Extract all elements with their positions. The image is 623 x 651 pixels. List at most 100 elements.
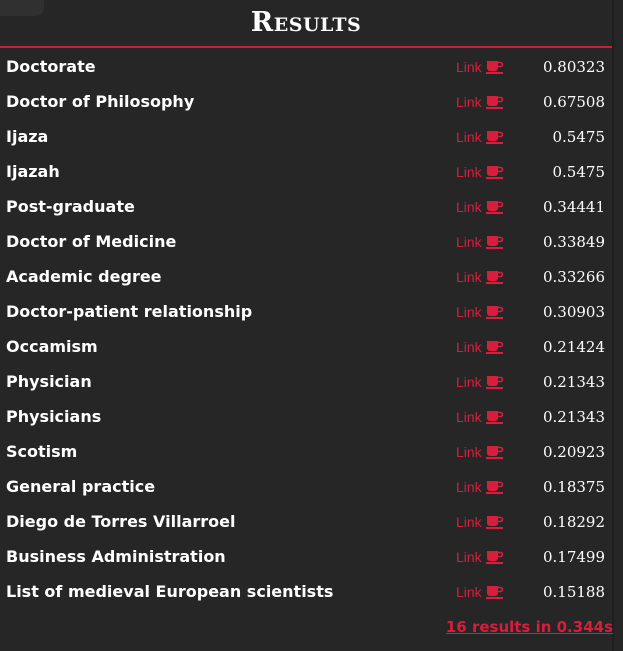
result-name: Occamism — [6, 337, 98, 356]
result-link-label: Link — [456, 374, 482, 390]
result-row: Academic degree Link 0.33266 — [0, 260, 612, 295]
result-score: 0.5475 — [552, 163, 606, 181]
result-score: 0.21343 — [542, 373, 605, 391]
result-name: Physicians — [6, 407, 102, 426]
result-link-label: Link — [456, 164, 482, 180]
top-tab — [0, 0, 44, 16]
result-name: Diego de Torres Villarroel — [6, 512, 236, 531]
result-row: Physicians Link 0.21343 — [0, 400, 612, 435]
result-row: Post-graduate Link 0.34441 — [0, 190, 612, 225]
result-row: General practice Link 0.18375 — [0, 470, 612, 505]
result-link[interactable]: Link — [456, 409, 504, 425]
panel-divider — [612, 0, 614, 651]
result-link[interactable]: Link — [456, 164, 504, 180]
result-score: 0.34441 — [542, 198, 605, 216]
result-score: 0.30903 — [542, 303, 605, 321]
result-score: 0.33266 — [542, 268, 605, 286]
result-link-label: Link — [456, 59, 482, 75]
result-link[interactable]: Link — [456, 129, 504, 145]
result-link-label: Link — [456, 409, 482, 425]
result-name: List of medieval European scientists — [6, 582, 334, 601]
result-score: 0.5475 — [552, 128, 606, 146]
result-link-label: Link — [456, 514, 482, 530]
result-score: 0.17499 — [542, 548, 605, 566]
results-summary[interactable]: 16 results in 0.344s — [445, 618, 613, 636]
result-row: Diego de Torres Villarroel Link 0.18292 — [0, 505, 612, 540]
result-link[interactable]: Link — [456, 269, 504, 285]
coffee-cup-icon — [485, 271, 503, 284]
result-link-label: Link — [456, 304, 482, 320]
result-name: Scotism — [6, 442, 78, 461]
result-name: Doctorate — [6, 57, 96, 76]
result-link[interactable]: Link — [456, 584, 504, 600]
coffee-cup-icon — [485, 236, 503, 249]
result-name: Doctor of Philosophy — [6, 92, 195, 111]
result-name: Academic degree — [6, 267, 162, 286]
result-score: 0.21424 — [542, 338, 605, 356]
result-link[interactable]: Link — [456, 549, 504, 565]
coffee-cup-icon — [485, 306, 503, 319]
result-link-label: Link — [456, 479, 482, 495]
result-row: Doctor of Medicine Link 0.33849 — [0, 225, 612, 260]
coffee-cup-icon — [485, 551, 503, 564]
result-link[interactable]: Link — [456, 444, 504, 460]
result-score: 0.18375 — [542, 478, 605, 496]
result-link-label: Link — [456, 339, 482, 355]
coffee-cup-icon — [485, 96, 503, 109]
result-link-label: Link — [456, 444, 482, 460]
coffee-cup-icon — [485, 131, 503, 144]
result-link-label: Link — [456, 94, 482, 110]
result-row: Business Administration Link 0.17499 — [0, 540, 612, 575]
result-row: Ijazah Link 0.5475 — [0, 155, 612, 190]
result-row: Doctor-patient relationship Link 0.30903 — [0, 295, 612, 330]
result-name: Business Administration — [6, 547, 226, 566]
result-row: List of medieval European scientists Lin… — [0, 575, 612, 610]
result-link[interactable]: Link — [456, 59, 504, 75]
result-score: 0.21343 — [542, 408, 605, 426]
result-score: 0.80323 — [542, 58, 605, 76]
result-link-label: Link — [456, 199, 482, 215]
result-link[interactable]: Link — [456, 514, 504, 530]
coffee-cup-icon — [485, 376, 503, 389]
result-link[interactable]: Link — [456, 479, 504, 495]
result-link[interactable]: Link — [456, 94, 504, 110]
result-row: Ijaza Link 0.5475 — [0, 120, 612, 155]
result-link-label: Link — [456, 584, 482, 600]
result-link[interactable]: Link — [456, 339, 504, 355]
result-score: 0.15188 — [542, 583, 605, 601]
result-link-label: Link — [456, 234, 482, 250]
results-list: Doctorate Link 0.80323 Doctor of Philoso… — [0, 50, 612, 610]
result-row: Scotism Link 0.20923 — [0, 435, 612, 470]
result-name: Ijaza — [6, 127, 49, 146]
result-link-label: Link — [456, 129, 482, 145]
coffee-cup-icon — [485, 341, 503, 354]
result-score: 0.18292 — [542, 513, 605, 531]
coffee-cup-icon — [485, 586, 503, 599]
coffee-cup-icon — [485, 446, 503, 459]
result-name: Post-graduate — [6, 197, 135, 216]
result-score: 0.67508 — [542, 93, 605, 111]
result-name: General practice — [6, 477, 156, 496]
results-header: Results — [0, 0, 612, 48]
result-row: Doctorate Link 0.80323 — [0, 50, 612, 85]
coffee-cup-icon — [485, 411, 503, 424]
page-title: Results — [250, 7, 362, 38]
result-link[interactable]: Link — [456, 199, 504, 215]
result-link[interactable]: Link — [456, 234, 504, 250]
result-row: Occamism Link 0.21424 — [0, 330, 612, 365]
coffee-cup-icon — [485, 516, 503, 529]
result-row: Doctor of Philosophy Link 0.67508 — [0, 85, 612, 120]
result-link[interactable]: Link — [456, 374, 504, 390]
result-name: Doctor of Medicine — [6, 232, 177, 251]
result-name: Ijazah — [6, 162, 60, 181]
coffee-cup-icon — [485, 481, 503, 494]
result-link-label: Link — [456, 549, 482, 565]
coffee-cup-icon — [485, 201, 503, 214]
result-name: Physician — [6, 372, 92, 391]
result-score: 0.20923 — [542, 443, 605, 461]
result-row: Physician Link 0.21343 — [0, 365, 612, 400]
coffee-cup-icon — [485, 166, 503, 179]
coffee-cup-icon — [485, 61, 503, 74]
result-link[interactable]: Link — [456, 304, 504, 320]
result-score: 0.33849 — [542, 233, 605, 251]
